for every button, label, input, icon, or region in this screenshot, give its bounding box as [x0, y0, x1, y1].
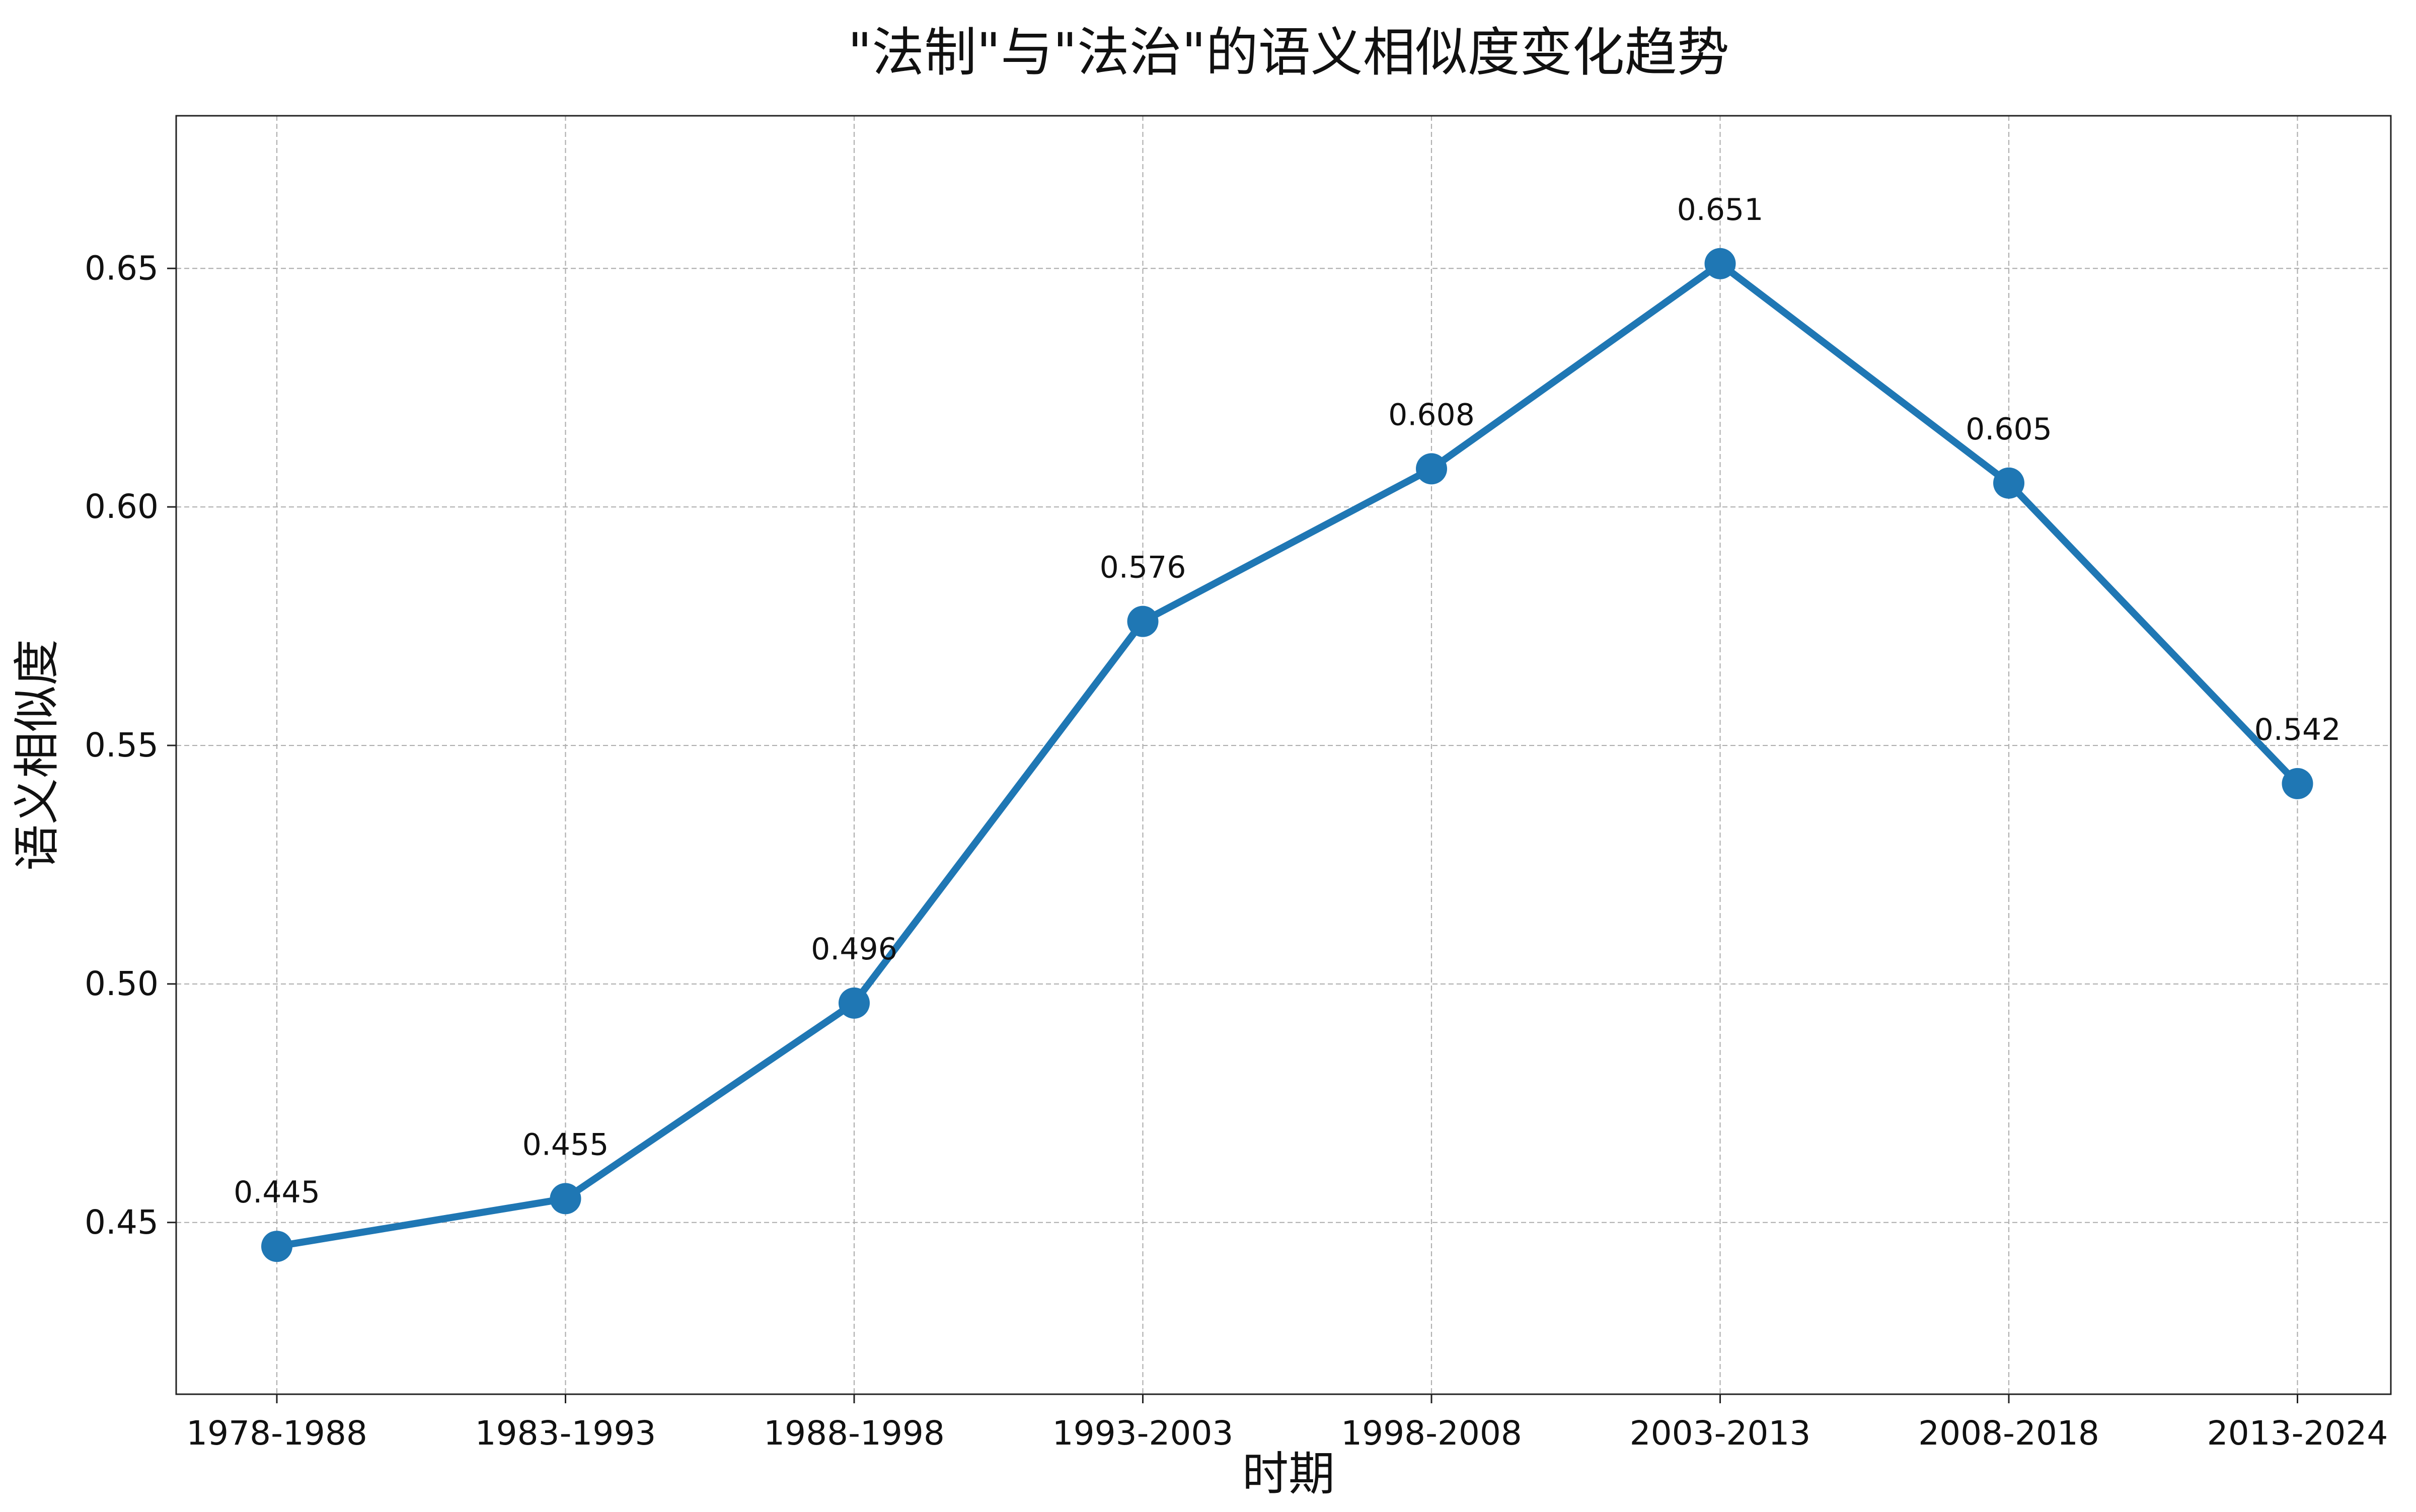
data-points [261, 248, 2313, 1262]
y-axis-ticks: 0.45 0.50 0.55 0.60 0.65 [85, 249, 176, 1242]
data-label: 0.608 [1388, 397, 1475, 432]
x-tick-label: 1988-1998 [764, 1414, 945, 1453]
data-label: 0.496 [811, 932, 897, 967]
data-label: 0.455 [522, 1127, 609, 1162]
data-labels: 0.445 0.455 0.496 0.576 0.608 0.651 0.605 0.542 [234, 192, 2340, 1210]
data-label: 0.651 [1677, 192, 1764, 228]
plot-area: 0.445 0.455 0.496 0.576 0.608 0.651 0.605 0.542 [175, 115, 2392, 1395]
data-point [1704, 248, 1736, 279]
x-tick-label: 1983-1993 [475, 1414, 656, 1453]
x-tick-label: 2013-2024 [2207, 1414, 2388, 1453]
x-tick-label: 2008-2018 [1918, 1414, 2099, 1453]
data-point [550, 1183, 581, 1215]
plot-frame [175, 115, 2392, 1395]
data-point [1416, 453, 1447, 485]
x-tick-label: 1998-2008 [1341, 1414, 1522, 1453]
series-line [273, 260, 2301, 1250]
plot-background [176, 116, 2391, 1394]
y-tick-label: 0.45 [85, 1203, 159, 1242]
data-point [839, 987, 870, 1019]
y-tick-label: 0.60 [85, 487, 159, 526]
data-point [1127, 606, 1159, 637]
data-label: 0.445 [234, 1175, 320, 1210]
y-tick-label: 0.55 [85, 726, 159, 765]
data-point [1993, 467, 2024, 499]
x-tick-label: 2003-2013 [1630, 1414, 1811, 1453]
chart-title: "法制"与"法治"的语义相似度变化趋势 [848, 22, 1729, 83]
x-axis-ticks: 1978-1988 1983-1993 1988-1998 1993-2003 1998… [186, 1394, 2388, 1453]
data-point [2282, 768, 2313, 799]
data-label: 0.605 [1966, 412, 2052, 447]
data-label: 0.576 [1100, 550, 1186, 585]
series-line-group [273, 260, 2301, 1250]
y-tick-label: 0.65 [85, 249, 159, 287]
x-tick-label: 1993-2003 [1052, 1414, 1234, 1453]
data-label: 0.542 [2254, 712, 2341, 747]
x-axis-label: 时期 [1242, 1447, 1335, 1501]
y-axis-label: 语义相似度 [10, 639, 64, 871]
y-tick-label: 0.50 [85, 964, 159, 1003]
data-point [261, 1231, 292, 1262]
grid [176, 116, 2391, 1394]
x-tick-label: 1978-1988 [186, 1414, 367, 1453]
